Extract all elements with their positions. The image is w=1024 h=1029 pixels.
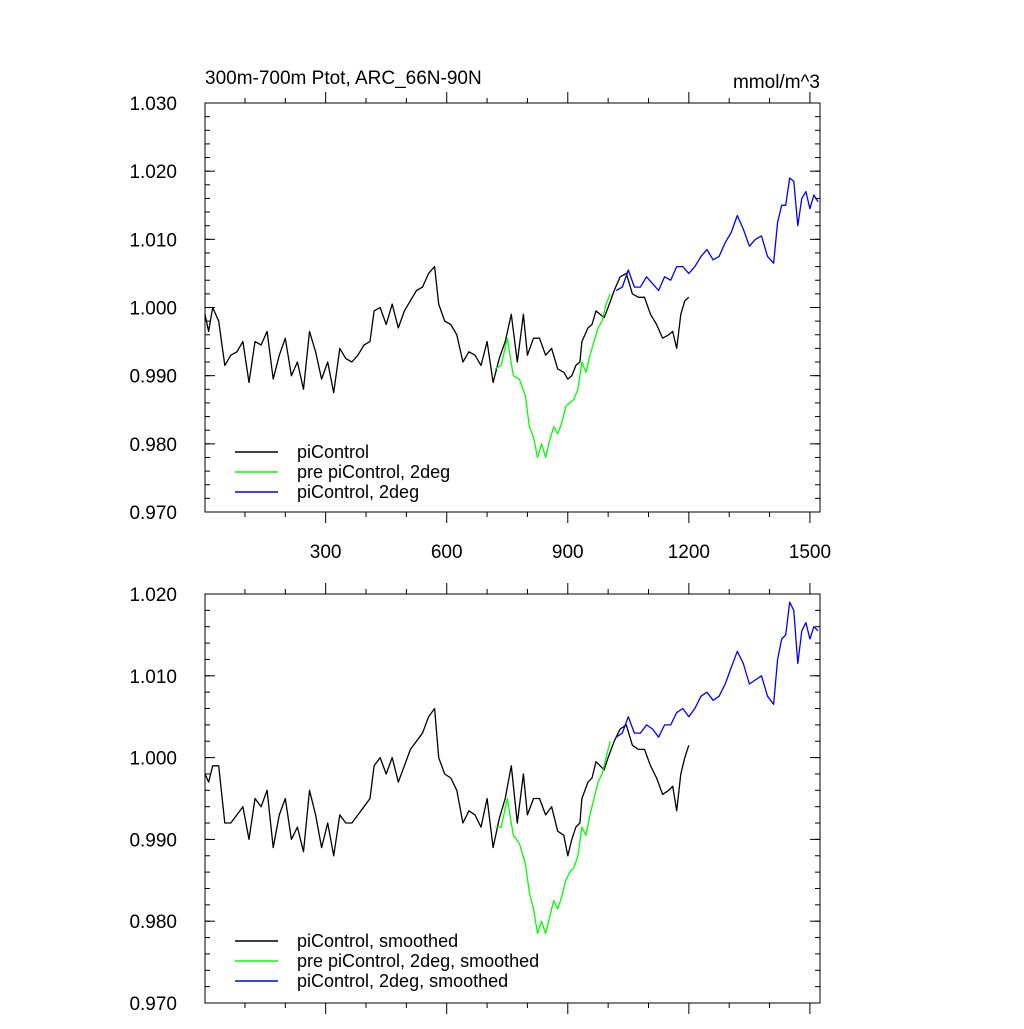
y-tick-label: 1.030 [129,94,177,115]
series-line-1 [204,707,690,857]
y-tick-label: 1.020 [129,585,177,606]
series-line-3 [615,601,819,738]
top-plot-frame [204,102,821,513]
bottom-plot-frame [204,593,821,1004]
bottom-chart-panel: 0.970 0.980 0.990 1.000 1.010 1.020 piControl… [129,583,821,1015]
y-tick-label: 1.010 [129,667,177,688]
y-tick-label: 1.010 [129,230,177,251]
series-line-1 [204,265,690,394]
y-tick-label: 0.980 [129,435,177,456]
x-tick-label: 900 [552,542,584,563]
legend-label: pre piControl, 2deg [297,462,450,482]
top-chart-panel: 300m-700m Ptot, ARC_66N-90N mmol/m^3 0.9… [129,68,831,563]
x-tick-label: 1200 [668,542,710,563]
y-tick-label: 1.000 [129,749,177,770]
x-tick-label: 600 [431,542,463,563]
x-tick-label: 300 [310,542,342,563]
series-line-3 [615,177,819,292]
legend-label: piControl, 2deg, smoothed [297,971,508,991]
y-tick-label: 0.980 [129,912,177,933]
chart-title: 300m-700m Ptot, ARC_66N-90N [205,68,482,89]
y-tick-label: 1.020 [129,162,177,183]
y-tick-label: 0.990 [129,367,177,388]
top-chart-series [204,177,819,459]
y-tick-label: 0.970 [129,503,177,524]
y-tick-label: 0.990 [129,830,177,851]
series-line-2 [494,293,611,459]
legend-label: pre piControl, 2deg, smoothed [297,951,539,971]
x-tick-label: 1500 [789,542,831,563]
y-tick-label: 0.970 [129,994,177,1015]
units-label: mmol/m^3 [733,72,820,93]
bottom-chart-ticks: 0.970 0.980 0.990 1.000 1.010 1.020 [129,583,820,1015]
bottom-chart-series [204,601,819,935]
legend-label: piControl [297,442,369,462]
legend-label: piControl, smoothed [297,931,458,951]
y-tick-label: 1.000 [129,299,177,320]
top-chart-ticks: 0.970 0.980 0.990 1.000 1.010 1.020 1.030 300 60… [129,92,831,563]
legend-label: piControl, 2deg [297,482,419,502]
series-line-2 [495,741,611,935]
